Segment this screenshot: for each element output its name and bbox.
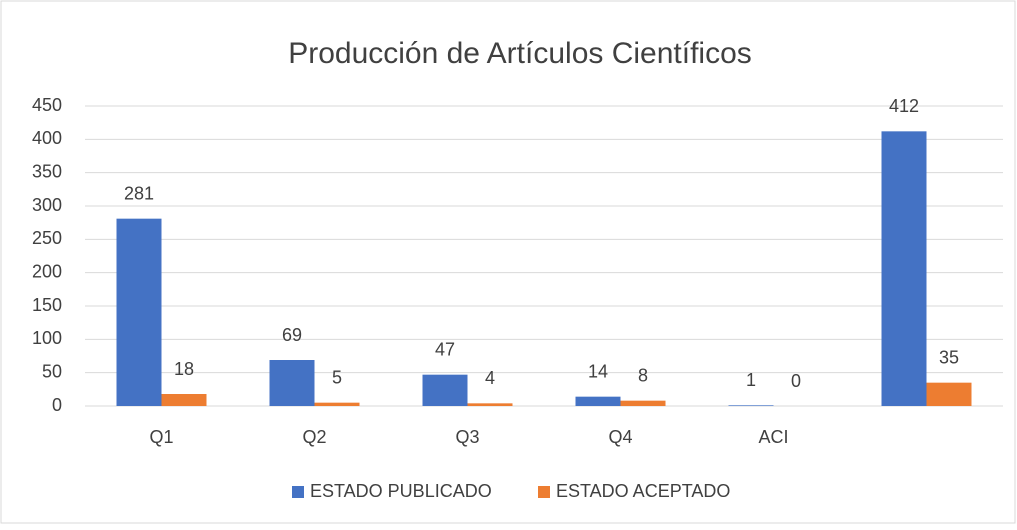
x-tick-label: Q2 <box>302 427 326 447</box>
y-tick-label: 150 <box>32 295 62 315</box>
y-tick-label: 200 <box>32 261 62 281</box>
data-label: 281 <box>124 183 154 203</box>
data-label: 412 <box>889 96 919 116</box>
data-label: 0 <box>791 371 801 391</box>
data-label: 8 <box>638 365 648 385</box>
bar <box>314 402 360 406</box>
y-tick-label: 350 <box>32 161 62 181</box>
data-label: 14 <box>588 361 608 381</box>
bar <box>575 396 621 406</box>
y-tick-label: 450 <box>32 95 62 115</box>
data-label: 47 <box>435 339 455 359</box>
bar <box>881 131 927 407</box>
data-label: 35 <box>939 347 959 367</box>
data-label: 1 <box>746 370 756 390</box>
y-tick-label: 0 <box>52 395 62 415</box>
x-tick-label: Q3 <box>455 427 479 447</box>
bar <box>269 360 315 406</box>
chart-title: Producción de Artículos Científicos <box>288 37 752 70</box>
data-label: 5 <box>332 367 342 387</box>
bar <box>422 374 468 406</box>
legend-label: ESTADO ACEPTADO <box>556 481 730 501</box>
legend-swatch <box>292 486 304 498</box>
bar <box>467 403 513 406</box>
y-tick-label: 300 <box>32 195 62 215</box>
data-label: 69 <box>282 325 302 345</box>
bar <box>620 400 666 406</box>
data-label: 4 <box>485 368 495 388</box>
bar <box>161 394 207 406</box>
bar <box>926 382 972 406</box>
bar <box>116 218 162 406</box>
bar <box>728 405 774 406</box>
y-tick-label: 400 <box>32 128 62 148</box>
y-tick-label: 250 <box>32 228 62 248</box>
x-tick-label: Q1 <box>149 427 173 447</box>
legend-label: ESTADO PUBLICADO <box>310 481 492 501</box>
legend-swatch <box>538 486 550 498</box>
data-label: 18 <box>174 359 194 379</box>
x-tick-label: ACI <box>758 427 788 447</box>
y-tick-label: 50 <box>42 361 62 381</box>
x-tick-label: Q4 <box>608 427 632 447</box>
y-tick-label: 100 <box>32 328 62 348</box>
